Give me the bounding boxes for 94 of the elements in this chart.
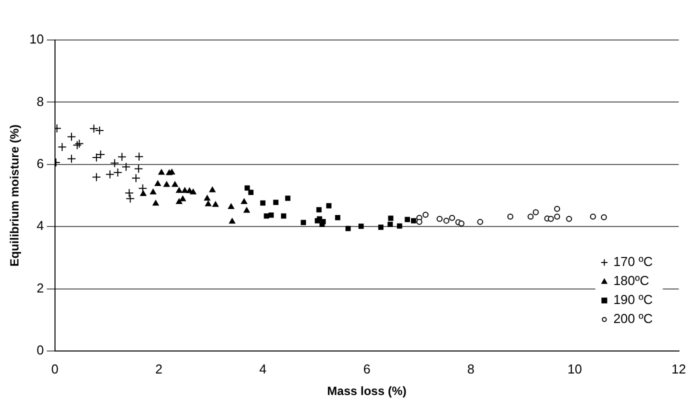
point	[436, 216, 443, 222]
y-axis-title: Equilibrium moisture (%)	[8, 124, 22, 267]
point	[176, 187, 182, 193]
y-tick-label: 2	[36, 280, 44, 296]
x-tick-label: 2	[155, 361, 162, 376]
point	[105, 170, 114, 179]
y-tick-label: 6	[36, 156, 44, 171]
point	[244, 185, 250, 191]
point	[566, 216, 572, 222]
point	[122, 162, 131, 172]
point	[150, 188, 156, 194]
point	[260, 200, 266, 206]
legend-label: 180ºC	[613, 273, 650, 288]
point	[182, 187, 188, 193]
x-tick-label: 0	[51, 361, 58, 376]
point	[228, 204, 234, 210]
point	[204, 195, 210, 201]
point	[319, 222, 325, 228]
x-tick-label: 10	[568, 361, 582, 376]
point	[532, 209, 539, 216]
point	[378, 224, 384, 230]
point	[410, 218, 416, 224]
point	[229, 218, 236, 224]
point	[388, 222, 393, 228]
point	[134, 152, 144, 162]
point	[164, 181, 170, 187]
point	[117, 152, 126, 162]
point	[110, 158, 120, 168]
point	[244, 207, 250, 213]
x-tick-label: 8	[467, 361, 474, 376]
x-axis-title: Mass loss (%)	[327, 384, 406, 398]
point	[67, 154, 76, 164]
point	[404, 216, 410, 222]
point	[548, 216, 554, 222]
point	[326, 203, 332, 208]
point	[180, 196, 186, 202]
point	[158, 169, 165, 175]
point	[92, 153, 101, 162]
point	[600, 214, 607, 220]
point	[477, 218, 484, 225]
point	[335, 214, 340, 220]
legend-label: 190 ºC	[613, 292, 653, 308]
point	[273, 200, 278, 205]
point	[528, 214, 534, 220]
point	[205, 200, 212, 206]
point	[131, 174, 140, 183]
point	[422, 212, 429, 218]
point	[72, 140, 82, 150]
point	[396, 223, 402, 229]
point	[96, 150, 106, 159]
point	[212, 201, 219, 207]
point	[92, 172, 101, 182]
point	[190, 188, 196, 194]
point	[152, 200, 159, 206]
point	[124, 188, 134, 198]
point	[316, 207, 322, 212]
point	[74, 139, 84, 148]
point	[176, 198, 182, 204]
y-tick-label: 10	[29, 32, 44, 47]
point	[554, 214, 560, 220]
point	[285, 196, 290, 201]
point	[58, 142, 67, 152]
point	[134, 164, 144, 174]
y-tick-label: 8	[36, 94, 44, 109]
legend-label: 170 ºC	[613, 254, 653, 270]
point	[248, 190, 254, 196]
x-tick-label: 12	[672, 361, 686, 376]
point	[388, 216, 394, 221]
point	[67, 132, 76, 142]
point	[281, 213, 286, 219]
x-tick-label: 6	[363, 361, 370, 376]
x-tick-label: 4	[259, 361, 266, 376]
point	[590, 214, 596, 220]
point	[113, 168, 122, 177]
point	[126, 194, 135, 204]
legend-label: 200 ºC	[613, 311, 653, 326]
point	[140, 190, 146, 196]
point	[154, 180, 161, 186]
y-tick-label: 4	[36, 218, 44, 234]
point	[300, 220, 306, 226]
point	[507, 214, 514, 220]
y-tick-label: 0	[36, 342, 44, 358]
point	[345, 226, 351, 232]
point	[172, 181, 178, 187]
point	[241, 198, 248, 204]
point	[554, 206, 560, 212]
point	[416, 218, 422, 225]
point	[458, 220, 464, 226]
point	[209, 186, 216, 192]
point	[138, 184, 148, 193]
point	[358, 224, 364, 229]
point	[443, 218, 450, 224]
point	[268, 212, 274, 218]
point	[449, 214, 456, 221]
